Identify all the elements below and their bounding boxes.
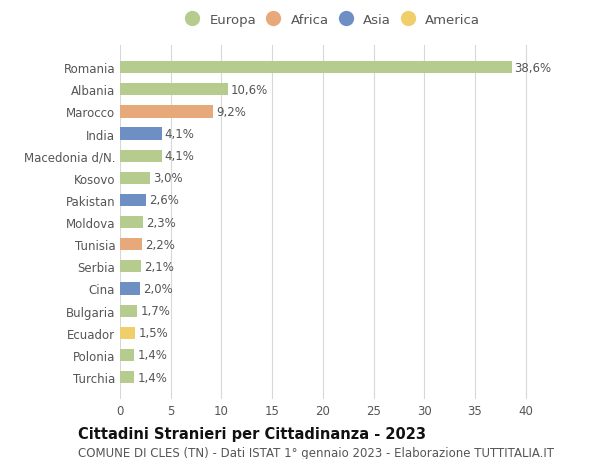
Bar xyxy=(120,106,214,118)
Text: 1,4%: 1,4% xyxy=(137,371,167,384)
Text: 3,0%: 3,0% xyxy=(154,172,183,185)
Bar xyxy=(120,217,143,229)
Legend: Europa, Africa, Asia, America: Europa, Africa, Asia, America xyxy=(186,14,480,27)
Bar xyxy=(120,62,512,74)
Bar xyxy=(120,349,134,361)
Text: 4,1%: 4,1% xyxy=(164,128,194,141)
Text: 2,2%: 2,2% xyxy=(145,238,175,251)
Bar xyxy=(120,239,142,251)
Text: 38,6%: 38,6% xyxy=(515,62,551,74)
Text: Cittadini Stranieri per Cittadinanza - 2023: Cittadini Stranieri per Cittadinanza - 2… xyxy=(78,426,426,441)
Bar xyxy=(120,371,134,383)
Bar xyxy=(120,261,142,273)
Text: 9,2%: 9,2% xyxy=(217,106,246,119)
Text: COMUNE DI CLES (TN) - Dati ISTAT 1° gennaio 2023 - Elaborazione TUTTITALIA.IT: COMUNE DI CLES (TN) - Dati ISTAT 1° genn… xyxy=(78,446,554,459)
Text: 1,5%: 1,5% xyxy=(138,326,168,340)
Text: 4,1%: 4,1% xyxy=(164,150,194,163)
Bar xyxy=(120,195,146,207)
Text: 1,4%: 1,4% xyxy=(137,349,167,362)
Bar xyxy=(120,283,140,295)
Bar xyxy=(120,84,227,96)
Bar xyxy=(120,150,161,162)
Text: 2,1%: 2,1% xyxy=(145,260,174,273)
Text: 2,0%: 2,0% xyxy=(143,282,173,295)
Bar xyxy=(120,128,161,140)
Text: 2,6%: 2,6% xyxy=(149,194,179,207)
Text: 1,7%: 1,7% xyxy=(140,304,170,318)
Bar xyxy=(120,327,135,339)
Bar xyxy=(120,305,137,317)
Text: 10,6%: 10,6% xyxy=(230,84,268,96)
Text: 2,3%: 2,3% xyxy=(146,216,176,229)
Bar xyxy=(120,173,151,185)
